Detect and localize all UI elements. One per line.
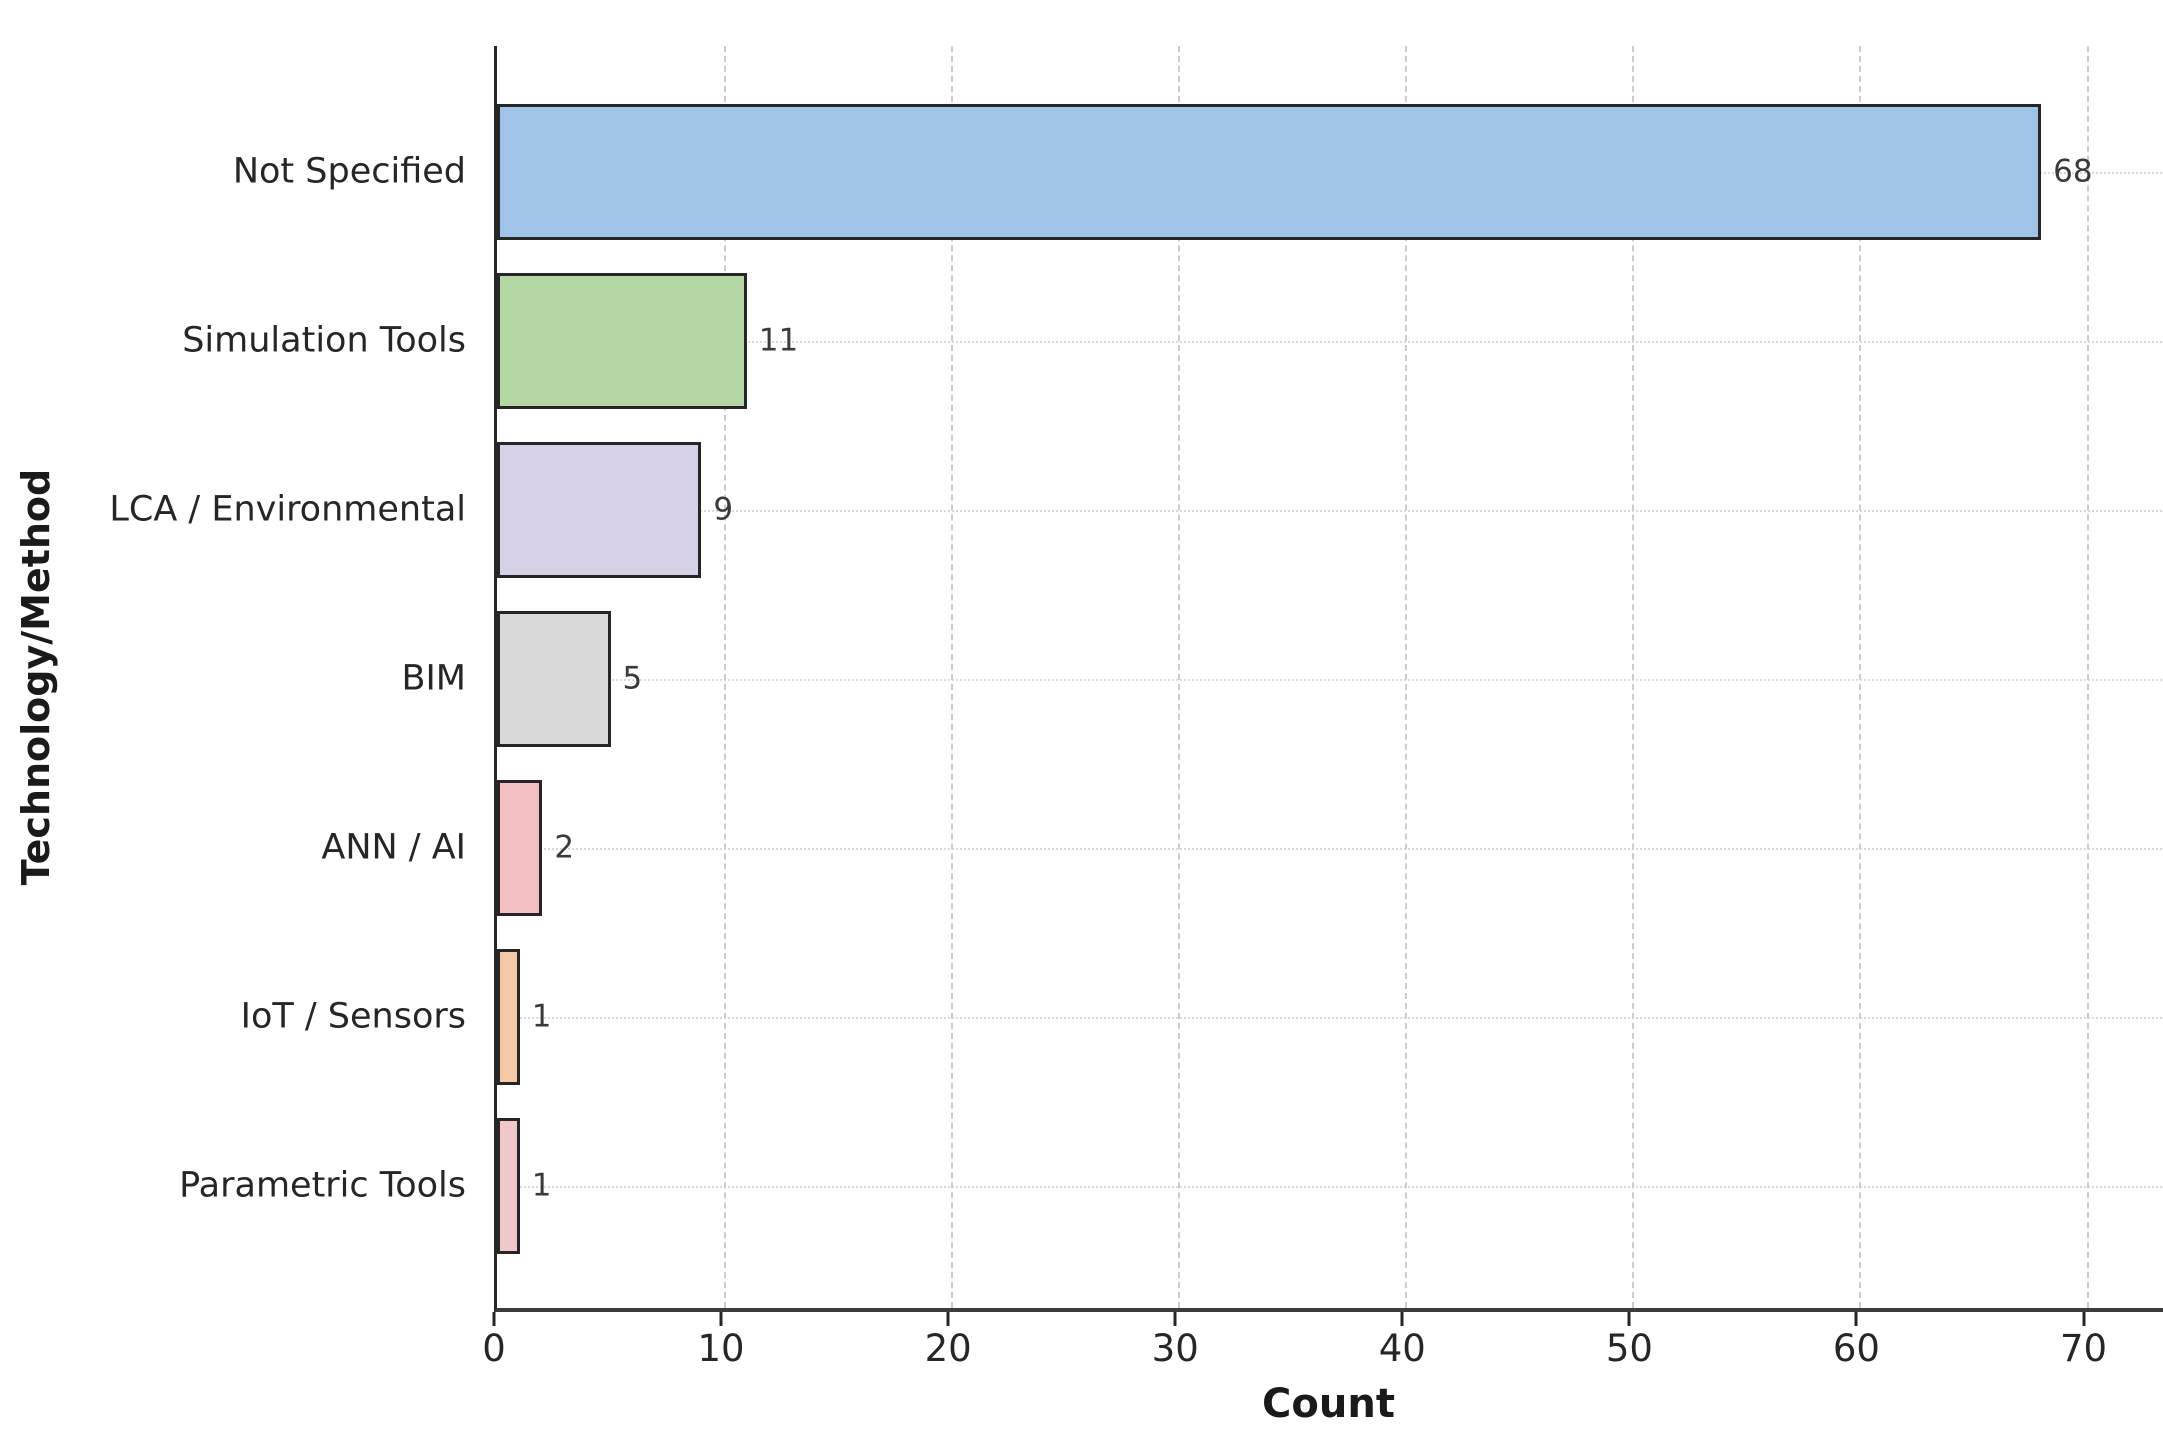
x-tick-label: 30: [1151, 1327, 1199, 1370]
vertical-gridline: [1405, 46, 1408, 1308]
category-tick-label: Not Specified: [232, 151, 466, 192]
horizontal-gridline: [497, 848, 2163, 850]
bar-bim: [497, 611, 611, 747]
bar-value-label: 1: [531, 998, 552, 1035]
vertical-gridline: [1859, 46, 1862, 1308]
vertical-gridline: [2086, 46, 2089, 1308]
x-tick-label: 40: [1378, 1327, 1426, 1370]
x-tick-mark: [1400, 1312, 1404, 1326]
category-axis-gutter: Not Specified Simulation Tools LCA / Envir…: [0, 46, 480, 1308]
vertical-gridline: [724, 46, 727, 1308]
horizontal-gridline: [497, 1186, 2163, 1188]
category-tick-label: Parametric Tools: [179, 1165, 466, 1206]
bar-parametric-tools: [497, 1118, 520, 1254]
bar-value-label: 9: [713, 491, 734, 528]
plot-area: 68 11 9 5 2 1 1: [494, 46, 2163, 1312]
bar-value-label: 5: [622, 660, 643, 697]
bar-not-specified: [497, 104, 2042, 240]
bar-iot-sensors: [497, 949, 520, 1085]
bar-value-label: 1: [531, 1167, 552, 1204]
x-tick-mark: [1173, 1312, 1177, 1326]
horizontal-gridline: [497, 510, 2163, 512]
bar-simulation-tools: [497, 273, 747, 409]
x-tick-mark: [719, 1312, 723, 1326]
vertical-gridline: [951, 46, 954, 1308]
category-tick-label: BIM: [401, 658, 466, 699]
x-tick-label: 20: [924, 1327, 972, 1370]
vertical-gridline: [1632, 46, 1635, 1308]
bar-value-label: 68: [2053, 153, 2093, 190]
x-tick-mark: [1627, 1312, 1631, 1326]
x-tick-label: 10: [697, 1327, 745, 1370]
x-tick-label: 70: [2059, 1327, 2108, 1370]
category-tick-label: LCA / Environmental: [109, 489, 466, 530]
x-tick-label: 50: [1605, 1327, 1653, 1370]
x-tick-mark: [1854, 1312, 1858, 1326]
bar-ann-ai: [497, 780, 543, 916]
category-tick-label: ANN / AI: [321, 827, 466, 868]
bar-value-label: 2: [554, 829, 575, 866]
x-tick-mark: [492, 1312, 496, 1326]
x-tick-mark: [946, 1312, 950, 1326]
bar-lca-environmental: [497, 442, 702, 578]
category-tick-label: IoT / Sensors: [240, 996, 466, 1037]
horizontal-gridline: [497, 341, 2163, 343]
category-tick-label: Simulation Tools: [182, 320, 466, 361]
x-axis-label: Count: [1262, 1381, 1395, 1427]
x-tick-label: 0: [482, 1327, 506, 1370]
bar-value-label: 11: [758, 322, 799, 359]
x-tick-mark: [2082, 1312, 2086, 1326]
horizontal-gridline: [497, 1017, 2163, 1019]
horizontal-gridline: [497, 679, 2163, 681]
x-tick-label: 60: [1832, 1327, 1880, 1370]
vertical-gridline: [1178, 46, 1181, 1308]
